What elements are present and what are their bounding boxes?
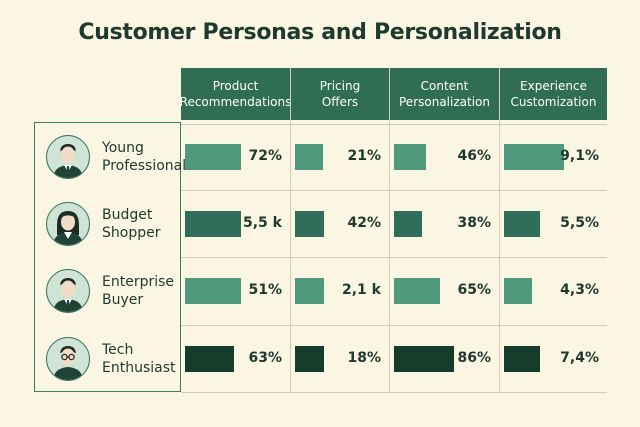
cell-value: 21% (347, 148, 381, 164)
persona-label: Young Professional (102, 140, 187, 174)
cell-value: 2,1 k (342, 282, 381, 298)
column-header-0: Product Recommendations (179, 68, 292, 120)
grid-line-vertical (499, 68, 500, 392)
column-header-label: Pricing Offers (319, 79, 361, 109)
cell-value: 9,1% (560, 148, 599, 164)
cell-value: 5,5 k (243, 215, 282, 231)
cell-value: 42% (347, 215, 381, 231)
bar (185, 278, 241, 304)
column-header-2: Content Personalization (390, 68, 499, 120)
grid-line-horizontal (181, 124, 607, 125)
bar (394, 278, 440, 304)
column-header-label: Content Personalization (399, 79, 490, 109)
cell-value: 72% (248, 148, 282, 164)
man-with-glasses-icon (46, 337, 90, 381)
column-header-1: Pricing Offers (291, 68, 389, 120)
column-header-3: Experience Customization (500, 68, 607, 120)
bar (394, 346, 454, 372)
persona-row: Tech Enthusiast (38, 326, 180, 392)
bar (295, 278, 324, 304)
persona-label: Enterprise Buyer (102, 274, 175, 308)
grid-line-vertical (290, 68, 291, 392)
bar (504, 211, 540, 237)
persona-label: Tech Enthusiast (102, 342, 176, 376)
cell-value: 63% (248, 350, 282, 366)
persona-row: Young Professional (38, 124, 186, 190)
grid-line-horizontal (181, 190, 607, 191)
man-with-tie-icon (46, 135, 90, 179)
cell-value: 5,5% (560, 215, 599, 231)
persona-column-frame (34, 122, 181, 392)
cell-value: 65% (457, 282, 491, 298)
bar (394, 211, 422, 237)
bar (295, 346, 324, 372)
grid-line-horizontal (181, 325, 607, 326)
cell-value: 86% (457, 350, 491, 366)
bar (504, 346, 540, 372)
bar (504, 278, 532, 304)
woman-icon (46, 202, 90, 246)
bar (504, 144, 564, 170)
bar (185, 346, 234, 372)
bar (295, 144, 323, 170)
cell-value: 38% (457, 215, 491, 231)
cell-value: 18% (347, 350, 381, 366)
grid-line-horizontal (181, 392, 607, 393)
bar (185, 211, 241, 237)
persona-row: Enterprise Buyer (38, 258, 180, 324)
column-header-label: Experience Customization (510, 79, 597, 109)
man-with-suit-icon (46, 269, 90, 313)
cell-value: 4,3% (560, 282, 599, 298)
bar (295, 211, 324, 237)
grid-line-horizontal (181, 257, 607, 258)
cell-value: 7,4% (560, 350, 599, 366)
cell-value: 51% (248, 282, 282, 298)
cell-value: 46% (457, 148, 491, 164)
grid-line-vertical (389, 68, 390, 392)
persona-label: Budget Shopper (102, 207, 161, 241)
column-header-label: Product Recommendations (179, 79, 292, 109)
bar (185, 144, 241, 170)
persona-row: Budget Shopper (38, 191, 180, 257)
bar (394, 144, 426, 170)
chart-title: Customer Personas and Personalization (78, 20, 562, 45)
